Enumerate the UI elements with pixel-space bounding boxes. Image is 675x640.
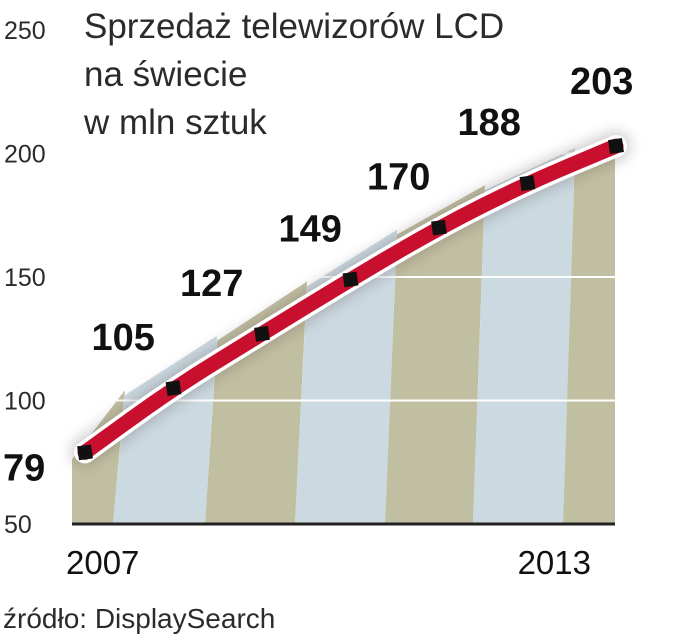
chart-title: Sprzedaż telewizorów LCD na świecie w ml… [83,7,504,142]
data-point [431,219,447,236]
series-line [71,132,630,467]
x-tick-label: 2013 [518,544,591,581]
data-label: 188 [458,102,521,144]
data-label: 149 [279,208,342,250]
data-point [608,138,624,154]
area-band [385,185,485,524]
area-band [473,148,575,524]
data-labels: 79 105 127 149 170 188 203 [3,61,633,489]
data-point [165,380,182,397]
y-tick-label: 150 [4,264,46,292]
data-point [254,325,270,342]
data-label: 79 [3,447,45,489]
area-bands [72,148,615,524]
y-tick-label: 250 [4,17,46,45]
source-note: źródło: DisplaySearch [3,603,275,634]
data-markers [77,138,624,461]
data-label: 170 [367,157,430,199]
x-axis-ticks: 2007 2013 [66,544,591,581]
data-point [77,444,93,461]
y-axis-ticks: 50 100 150 200 250 [4,17,46,539]
data-label: 203 [570,61,633,103]
data-label: 105 [92,317,155,359]
title-line: na świecie [84,55,247,94]
title-line: w mln sztuk [83,103,267,142]
area-band [563,148,615,524]
x-tick-label: 2007 [66,544,139,581]
data-point [342,271,359,288]
data-point [519,175,536,192]
y-tick-label: 50 [4,511,32,539]
y-tick-label: 100 [4,388,46,416]
data-label: 127 [180,263,243,305]
series-line-path [77,138,624,460]
y-tick-label: 200 [4,141,46,169]
title-line: Sprzedaż telewizorów LCD [84,7,504,46]
